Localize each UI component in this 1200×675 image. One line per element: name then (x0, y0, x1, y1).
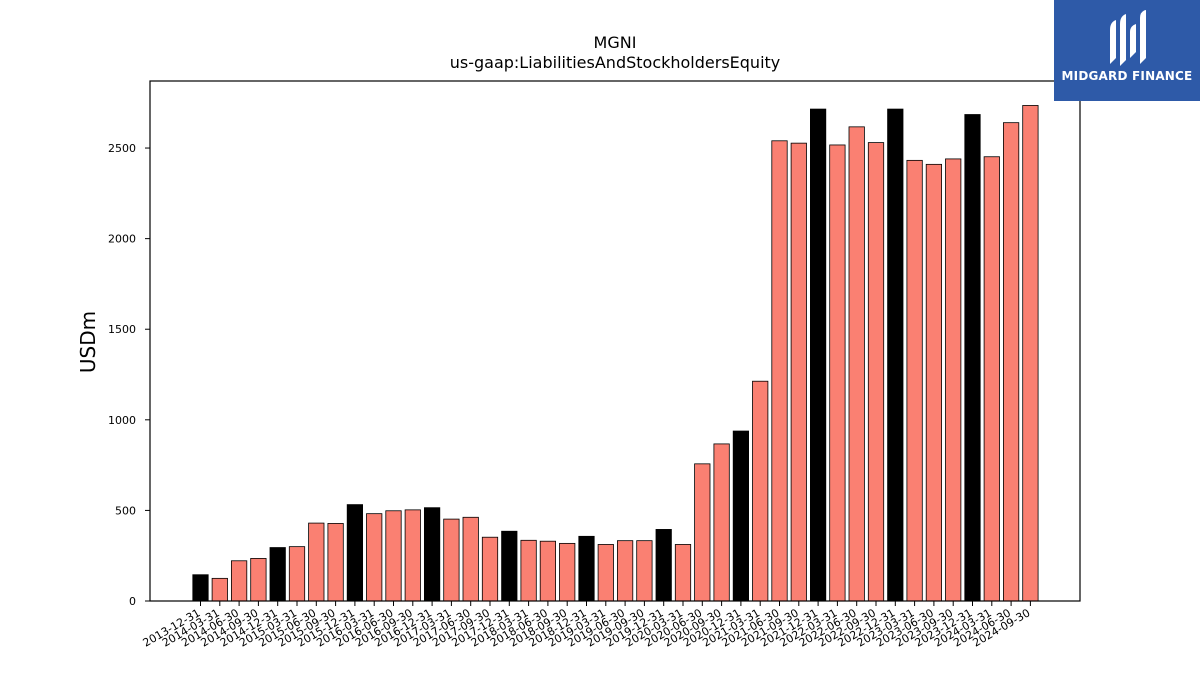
bar-2016-06-30 (385, 510, 402, 602)
plot-frame (149, 80, 1081, 602)
bar-2021-09-30 (790, 142, 807, 602)
bar-2022-03-31 (829, 144, 846, 602)
midgard-finance-logo: MIDGARD FINANCE (1054, 0, 1200, 101)
x-axis-ticks: 2013-12-312014-03-312014-06-302014-09-30… (141, 601, 1032, 650)
bar-2015-12-31 (346, 504, 364, 602)
chart-subtitle: us-gaap:LiabilitiesAndStockholdersEquity (450, 53, 781, 72)
bar-2019-12-31 (655, 529, 672, 602)
logo-text: MIDGARD FINANCE (1061, 69, 1193, 83)
y-tick-label: 1000 (108, 414, 136, 427)
bar-2022-09-30 (867, 142, 885, 602)
bar-2022-12-31 (887, 108, 904, 602)
bar-2018-12-31 (578, 535, 595, 602)
bar-2018-06-30 (539, 540, 557, 602)
bar-2024-09-30 (1022, 105, 1039, 602)
bar-2014-09-30 (250, 558, 267, 602)
bar-2021-06-30 (771, 140, 788, 602)
midgard-m-logo-icon (1110, 10, 1146, 66)
chart-title: MGNI (594, 33, 637, 52)
bar-2019-09-30 (636, 540, 653, 602)
bar-2015-06-30 (308, 522, 325, 602)
bars-group (192, 105, 1039, 602)
y-axis-label: USDm (76, 311, 100, 373)
bar-2014-12-31 (269, 547, 286, 602)
bar-2024-06-30 (1003, 122, 1020, 602)
bar-2014-03-31 (211, 577, 228, 602)
y-tick-label: 0 (129, 595, 136, 608)
bar-2016-12-31 (423, 507, 441, 602)
bar-2017-03-31 (443, 518, 460, 602)
bar-2020-03-31 (674, 544, 692, 602)
bar-2023-12-31 (964, 114, 981, 602)
bar-2023-09-30 (945, 158, 962, 602)
bar-2017-12-31 (501, 530, 518, 602)
y-tick-label: 1500 (108, 323, 136, 336)
bar-2024-03-31 (983, 156, 1000, 602)
bar-2021-12-31 (810, 108, 827, 602)
y-tick-label: 2000 (108, 233, 136, 246)
y-tick-label: 500 (115, 504, 136, 517)
bar-2015-09-30 (327, 523, 344, 602)
bar-2014-06-30 (230, 560, 248, 602)
bar-2020-06-30 (694, 463, 711, 602)
bar-2018-03-31 (520, 539, 537, 602)
bar-2018-09-30 (559, 542, 576, 602)
bar-2022-06-30 (848, 126, 865, 602)
bar-2017-09-30 (481, 536, 499, 602)
bar-2013-12-31 (192, 574, 209, 602)
y-tick-label: 2500 (108, 142, 136, 155)
bar-2016-09-30 (404, 509, 421, 602)
bar-2023-03-31 (906, 159, 923, 602)
bar-2021-03-31 (752, 380, 769, 602)
bar-2016-03-31 (366, 513, 383, 602)
bar-2019-06-30 (617, 540, 634, 602)
y-axis-ticks: 0 500 1000 1500 2000 2500 (108, 142, 150, 608)
bar-2020-09-30 (713, 443, 730, 602)
bar-2015-03-31 (288, 546, 306, 602)
bar-2019-03-31 (597, 544, 614, 602)
bar-2017-06-30 (462, 516, 479, 602)
bar-2020-12-31 (732, 430, 750, 602)
bar-2023-06-30 (925, 163, 943, 602)
